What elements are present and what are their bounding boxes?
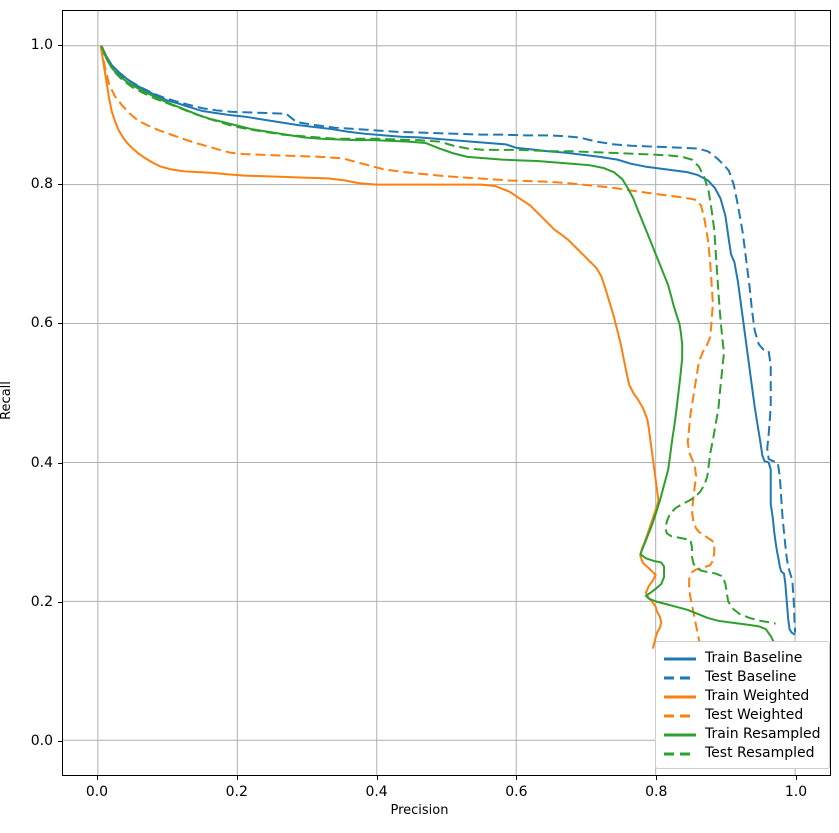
series-line	[99, 45, 663, 649]
legend-swatch-icon	[663, 727, 697, 741]
x-tick-mark	[516, 776, 518, 780]
x-tick-mark	[376, 776, 378, 780]
x-tick-label: 1.0	[784, 784, 808, 800]
y-tick-label: 0.2	[30, 593, 53, 610]
legend-item: Train Baseline	[663, 648, 821, 667]
legend-item: Test Baseline	[663, 667, 821, 686]
y-tick-mark	[58, 741, 62, 743]
legend-item: Train Resampled	[663, 724, 821, 743]
series-line	[100, 45, 776, 625]
series-line	[100, 45, 776, 644]
series-line	[100, 45, 716, 647]
x-tick-mark	[96, 776, 98, 780]
y-tick-mark	[58, 323, 62, 325]
plot-area	[62, 10, 831, 776]
x-axis-label: Precision	[390, 803, 449, 818]
y-tick-mark	[58, 44, 62, 46]
x-tick-mark	[796, 776, 798, 780]
x-tick-label: 0.2	[225, 784, 248, 800]
legend-label: Train Baseline	[705, 649, 803, 666]
y-tick-label: 1.0	[30, 36, 53, 53]
x-tick-mark	[236, 776, 238, 780]
y-tick-label: 0.6	[30, 315, 53, 332]
legend-label: Train Weighted	[705, 687, 810, 704]
legend-swatch-icon	[663, 689, 697, 703]
legend-swatch-icon	[663, 651, 697, 665]
y-tick-mark	[58, 601, 62, 603]
legend-label: Test Resampled	[705, 744, 815, 761]
x-tick-label: 0.4	[365, 784, 388, 800]
legend-item: Train Weighted	[663, 686, 821, 705]
y-tick-label: 0.8	[30, 176, 53, 193]
series-lines	[99, 45, 797, 649]
legend-label: Test Baseline	[705, 668, 797, 685]
legend-item: Test Weighted	[663, 705, 821, 724]
series-line	[100, 45, 796, 636]
y-tick-label: 0.0	[30, 733, 53, 750]
x-tick-label: 0.8	[645, 784, 668, 800]
y-tick-mark	[58, 184, 62, 186]
legend-swatch-icon	[663, 670, 697, 684]
legend-label: Train Resampled	[705, 725, 821, 742]
x-tick-label: 0.0	[85, 784, 109, 800]
legend-swatch-icon	[663, 746, 697, 760]
y-axis-label: Recall	[0, 381, 14, 420]
y-tick-mark	[58, 462, 62, 464]
legend-item: Test Resampled	[663, 743, 821, 762]
x-tick-mark	[656, 776, 658, 780]
legend-swatch-icon	[663, 708, 697, 722]
legend-label: Test Weighted	[705, 706, 804, 723]
y-tick-label: 0.4	[30, 454, 53, 471]
x-tick-label: 0.6	[505, 784, 528, 800]
legend: Train Baseline Test Baseline Train Weighte…	[655, 641, 830, 769]
series-line	[100, 45, 797, 633]
